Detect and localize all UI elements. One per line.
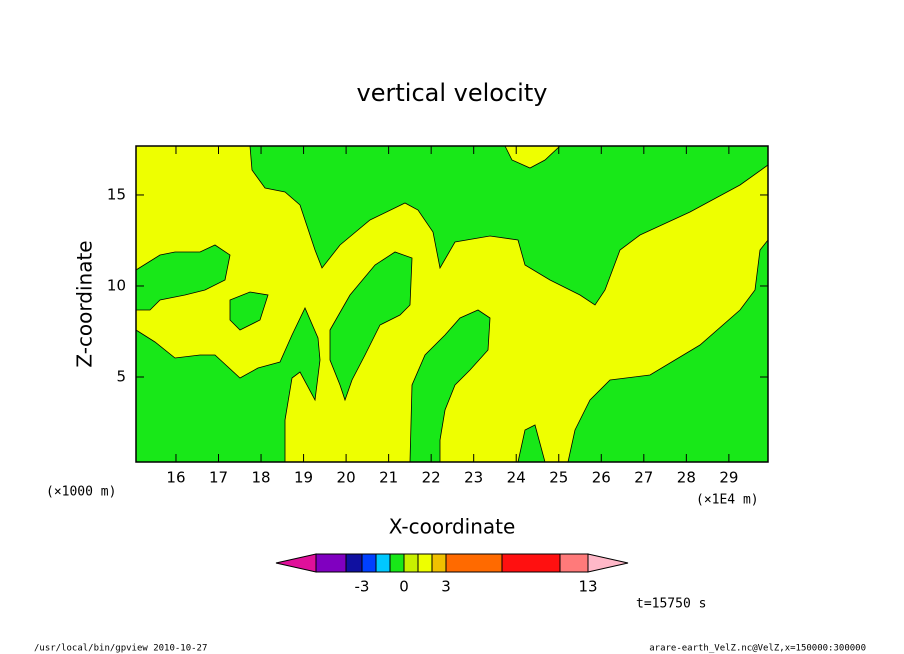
x-tick-label: 24: [507, 469, 526, 487]
contour-region: [135, 244, 231, 311]
colorbar-segment: [345, 553, 363, 573]
x-tick-label: 17: [209, 469, 228, 487]
colorbar-segment: [417, 553, 433, 573]
plot-frame: [135, 145, 769, 463]
colorbar-segment: [559, 553, 589, 573]
x-tick-label: 21: [379, 469, 398, 487]
y-tick-label: 15: [107, 185, 126, 203]
colorbar-segment: [403, 553, 419, 573]
colorbar-extend-high: [587, 553, 629, 573]
colorbar-segment: [501, 553, 561, 573]
colorbar-label: -3: [355, 578, 370, 596]
colorbar-segment: [361, 553, 377, 573]
x-tick-label: 29: [719, 469, 738, 487]
x-tick-label: 23: [464, 469, 483, 487]
y-axis-label: Z-coordinate: [73, 240, 97, 367]
x-tick-label: 28: [677, 469, 696, 487]
y-tick-label: 5: [116, 367, 126, 385]
contour-region: [229, 291, 269, 331]
contour-region: [135, 307, 321, 463]
x-tick-label: 22: [422, 469, 441, 487]
footer-right: arare-earth_VelZ.nc@VelZ,x=150000:300000: [649, 644, 866, 654]
plot-area: [135, 145, 769, 463]
chart-title: vertical velocity: [357, 79, 548, 107]
colorbar-segment: [315, 553, 347, 573]
x-tick-label: 19: [294, 469, 313, 487]
y-tick-label: 10: [107, 276, 126, 294]
time-label: t=15750 s: [636, 597, 706, 612]
contour-region: [409, 309, 491, 463]
x-tick-label: 27: [634, 469, 653, 487]
colorbar-label: 0: [399, 578, 409, 596]
x-tick-label: 18: [251, 469, 270, 487]
colorbar-label: 13: [578, 578, 597, 596]
x-units: (×1E4 m): [696, 493, 759, 508]
colorbar-segment: [431, 553, 447, 573]
x-tick-label: 25: [549, 469, 568, 487]
footer-left: /usr/local/bin/gpview 2010-10-27: [34, 644, 207, 654]
colorbar-extend-low: [275, 553, 317, 573]
x-tick-label: 20: [337, 469, 356, 487]
x-tick-label: 26: [592, 469, 611, 487]
colorbar-label: 3: [441, 578, 451, 596]
y-units: (×1000 m): [46, 485, 116, 500]
colorbar-segment: [389, 553, 405, 573]
x-tick-label: 16: [166, 469, 185, 487]
colorbar-segment: [445, 553, 503, 573]
contour-region: [329, 251, 413, 402]
colorbar-segment: [375, 553, 391, 573]
x-axis-label: X-coordinate: [389, 515, 516, 539]
